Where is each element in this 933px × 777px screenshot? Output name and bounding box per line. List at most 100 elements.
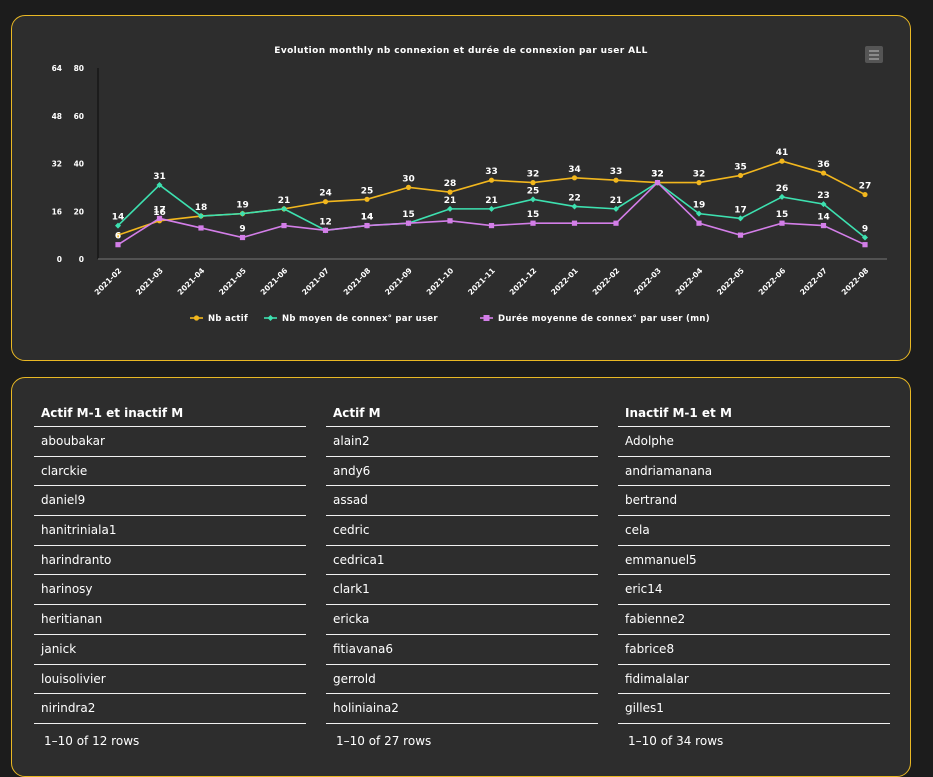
data-label: 23 [817, 191, 830, 201]
y-left-tick-label: 0 [57, 255, 62, 264]
data-point [530, 196, 536, 203]
table-row[interactable]: fidimalalar [618, 665, 890, 695]
table-row[interactable]: clarckie [34, 457, 306, 487]
data-point [447, 218, 453, 224]
data-label: 32 [527, 170, 540, 180]
data-point [405, 184, 412, 190]
hamburger-icon[interactable] [865, 46, 883, 63]
table-row[interactable]: Adolphe [618, 427, 890, 457]
table-row[interactable]: andy6 [326, 457, 598, 487]
data-point [613, 205, 619, 212]
data-point [613, 177, 619, 183]
x-tick-label: 2022-07 [798, 266, 829, 297]
table-actif-m1-inactif-m: Actif M-1 et inactif M aboubakar clarcki… [34, 402, 306, 748]
table-row[interactable]: fitiavana6 [326, 635, 598, 665]
x-tick-label: 2021-12 [508, 266, 539, 297]
data-point [115, 242, 121, 248]
data-label: 32 [693, 170, 706, 180]
x-tick-label: 2021-03 [134, 266, 165, 297]
y-right-tick-label: 20 [74, 207, 84, 216]
table-row[interactable]: cedrica1 [326, 546, 598, 576]
table-header[interactable]: Actif M [326, 402, 598, 427]
table-row[interactable]: harindranto [34, 546, 306, 576]
data-point [862, 191, 868, 198]
data-point [198, 213, 204, 220]
data-label: 28 [444, 179, 457, 189]
legend-label: Nb actif [208, 314, 248, 324]
data-point [737, 232, 744, 238]
legend-label: Durée moyenne de connex° par user (mn) [498, 313, 710, 324]
table-row[interactable]: fabrice8 [618, 635, 890, 665]
table-row[interactable]: nirindra2 [34, 694, 306, 724]
data-label: 18 [195, 203, 208, 213]
data-point [405, 220, 412, 226]
table-row[interactable]: alain2 [326, 427, 598, 457]
data-point [115, 232, 121, 238]
legend-marker [267, 315, 274, 321]
table-row[interactable]: gerrold [326, 665, 598, 695]
y-left-tick-label: 48 [52, 112, 62, 121]
x-tick-label: 2022-08 [840, 266, 871, 297]
pagination-info: 1–10 of 34 rows [628, 733, 724, 748]
table-row[interactable]: aboubakar [34, 427, 306, 457]
data-label: 19 [693, 201, 706, 211]
table-header[interactable]: Inactif M-1 et M [618, 402, 890, 427]
data-point [862, 242, 868, 248]
table-row[interactable]: fabienne2 [618, 605, 890, 635]
table-row[interactable]: cela [618, 516, 890, 546]
table-row[interactable]: andriamanana [618, 457, 890, 487]
data-label: 21 [485, 196, 498, 206]
table-row[interactable]: cedric [326, 516, 598, 546]
data-label: 31 [153, 172, 166, 182]
pagination-info: 1–10 of 12 rows [44, 733, 140, 748]
table-row[interactable]: holiniaina2 [326, 694, 598, 724]
data-point [862, 234, 868, 241]
y-left-tick-label: 32 [52, 160, 62, 169]
table-row[interactable]: janick [34, 635, 306, 665]
x-tick-label: 2021-08 [342, 266, 373, 297]
x-tick-label: 2021-07 [300, 266, 331, 297]
data-point [696, 180, 702, 186]
table-row[interactable]: clark1 [326, 575, 598, 606]
data-label: 15 [776, 210, 789, 220]
data-point [447, 189, 453, 195]
data-point [239, 234, 246, 241]
data-label: 12 [319, 217, 332, 227]
data-label: 35 [734, 162, 747, 172]
line-chart: 0 0 16 20 32 40 48 60 64 80 2021-02 2021-03 2021-04 2… [52, 64, 887, 324]
data-label: 21 [610, 196, 623, 206]
table-row[interactable]: harinosy [34, 575, 306, 606]
tables-panel: Actif M-1 et inactif M aboubakar clarcki… [11, 377, 911, 777]
data-point [737, 215, 744, 222]
table-row[interactable]: louisolivier [34, 665, 306, 695]
table-row[interactable]: emmanuel5 [618, 546, 890, 576]
data-point [779, 158, 785, 164]
table-row[interactable]: assad [326, 486, 598, 517]
data-point [239, 210, 246, 217]
table-row[interactable]: gilles1 [618, 694, 890, 724]
data-label: 36 [817, 160, 830, 170]
data-point [322, 199, 329, 205]
data-label: 17 [734, 205, 747, 215]
data-label: 33 [610, 167, 623, 177]
table-row[interactable]: heritianan [34, 605, 306, 635]
x-tick-label: 2022-05 [715, 266, 746, 297]
table-row[interactable]: daniel9 [34, 486, 306, 517]
data-label: 14 [817, 213, 830, 223]
chart-panel: Evolution monthly nb connexion et durée … [11, 15, 911, 361]
data-label: 21 [444, 196, 457, 206]
table-header[interactable]: Actif M-1 et inactif M [34, 402, 306, 427]
x-tick-label: 2021-10 [425, 266, 456, 297]
data-label: 15 [402, 210, 415, 220]
data-point [737, 172, 744, 179]
data-label: 25 [361, 186, 374, 196]
table-row[interactable]: bertrand [618, 486, 890, 517]
legend-marker [483, 315, 490, 321]
data-label: 9 [862, 225, 868, 235]
data-point [281, 222, 287, 229]
table-row[interactable]: eric14 [618, 575, 890, 606]
data-point [696, 220, 702, 226]
table-row[interactable]: ericka [326, 605, 598, 635]
table-row[interactable]: hanitriniala1 [34, 516, 306, 546]
data-point [488, 205, 495, 212]
